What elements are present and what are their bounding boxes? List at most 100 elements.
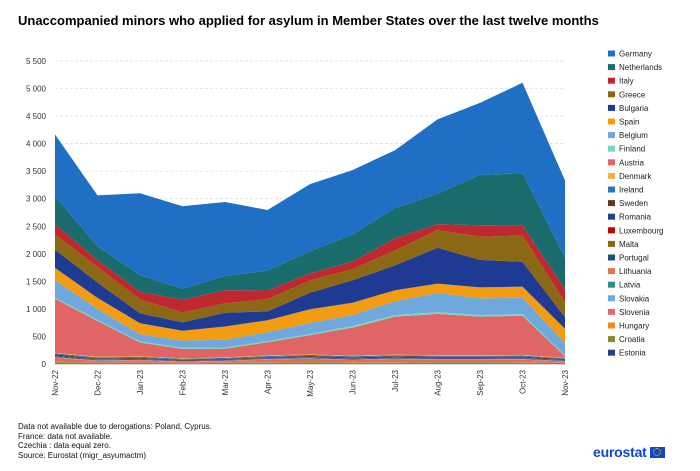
legend-swatch [608, 91, 615, 98]
legend-label: Ireland [619, 186, 643, 195]
legend-swatch [608, 172, 615, 179]
y-tick-label: 3 500 [26, 167, 47, 176]
y-tick-label: 2 500 [26, 222, 47, 231]
x-tick-label: Jan-23 [136, 369, 145, 394]
legend-swatch [608, 64, 615, 71]
y-tick-label: 4 000 [26, 140, 47, 149]
x-tick-label: Aug-23 [434, 369, 443, 395]
legend-label: Austria [619, 158, 644, 167]
legend-item-romania: Romania [608, 213, 652, 222]
legend-item-netherlands: Netherlands [608, 63, 662, 72]
legend-swatch [608, 268, 615, 275]
legend-swatch [608, 349, 615, 356]
legend-label: Lithuania [619, 267, 652, 276]
legend-swatch [608, 118, 615, 125]
area-slovakia [55, 357, 565, 363]
legend-swatch [608, 200, 615, 207]
legend-label: Sweden [619, 199, 648, 208]
area-germany [55, 82, 565, 289]
x-tick-label: Feb-23 [179, 369, 188, 395]
footnote: Czechia : data equal zero. [18, 441, 111, 450]
footnote: France: data not available. [18, 431, 113, 441]
eurostat-logo: eurostat [593, 444, 665, 460]
area-luxembourg [55, 356, 565, 362]
legend-item-italy: Italy [608, 77, 634, 86]
area-belgium [55, 280, 565, 356]
area-lithuania [55, 357, 565, 362]
legend-label: Estonia [619, 349, 646, 358]
footnote: Source: Eurostat (migr_asyumactm) [18, 450, 147, 460]
x-tick-label: Nov-22 [51, 369, 60, 395]
legend-item-latvia: Latvia [608, 281, 641, 290]
legend-swatch [608, 254, 615, 261]
x-tick-label: Apr-23 [264, 369, 273, 394]
legend-label: Italy [619, 77, 634, 86]
area-austria [55, 298, 565, 359]
x-tick-label: Dec-22 [94, 369, 103, 395]
legend-swatch [608, 227, 615, 234]
legend-label: Netherlands [619, 63, 662, 72]
legend-swatch [608, 213, 615, 220]
area-hungary [55, 361, 565, 364]
legend-swatch [608, 132, 615, 139]
chart-title: Unaccompanied minors who applied for asy… [18, 13, 599, 28]
area-greece [55, 230, 565, 323]
y-tick-label: 1 500 [26, 277, 47, 286]
y-tick-label: 5 000 [26, 85, 47, 94]
legend-item-croatia: Croatia [608, 335, 645, 344]
legend-item-slovenia: Slovenia [608, 308, 650, 317]
legend-label: Denmark [619, 172, 652, 181]
legend-item-denmark: Denmark [608, 172, 652, 181]
area-bulgaria [55, 247, 565, 331]
legend-item-lithuania: Lithuania [608, 267, 652, 276]
x-tick-label: Jun-23 [349, 369, 358, 394]
y-tick-label: 5 500 [26, 57, 47, 66]
legend-swatch [608, 77, 615, 84]
y-tick-label: 3 000 [26, 195, 47, 204]
legend-item-hungary: Hungary [608, 322, 649, 331]
area-romania [55, 355, 565, 361]
area-finland [55, 297, 565, 357]
legend-swatch [608, 322, 615, 329]
y-tick-label: 4 500 [26, 112, 47, 121]
y-tick-label: 1 000 [26, 305, 47, 314]
legend-item-sweden: Sweden [608, 199, 648, 208]
legend-label: Bulgaria [619, 104, 649, 113]
legend-label: Luxembourg [619, 226, 663, 235]
legend-item-portugal: Portugal [608, 254, 649, 263]
legend-label: Croatia [619, 335, 645, 344]
area-portugal [55, 356, 565, 362]
area-slovenia [55, 357, 565, 363]
legend-label: Hungary [619, 322, 649, 331]
area-italy [55, 224, 565, 313]
legend-label: Spain [619, 118, 639, 127]
legend-swatch [608, 336, 615, 343]
y-axis-ticks: 0 500 1 000 1 500 2 000 2 500 3 000 3 500 4 000 4… [26, 57, 47, 369]
x-tick-label: Nov-23 [561, 369, 570, 395]
legend-item-austria: Austria [608, 158, 644, 167]
legend-label: Finland [619, 145, 645, 154]
legend-item-luxembourg: Luxembourg [608, 226, 663, 235]
area-ireland [55, 353, 565, 360]
legend-item-finland: Finland [608, 145, 645, 154]
legend-label: Latvia [619, 281, 641, 290]
legend-label: Slovenia [619, 308, 650, 317]
x-axis-ticks: Nov-22 Dec-22 Jan-23 Feb-23 Mar-23 Apr-23 May-… [51, 369, 570, 396]
x-tick-label: Mar-23 [221, 369, 230, 395]
legend: Germany Netherlands Italy Greece Bulgaria Spa… [608, 50, 663, 358]
legend-swatch [608, 104, 615, 111]
x-tick-label: May-23 [306, 369, 315, 396]
legend-item-germany: Germany [608, 50, 652, 59]
legend-swatch [608, 145, 615, 152]
legend-item-belgium: Belgium [608, 131, 648, 140]
legend-swatch [608, 240, 615, 247]
area-series [55, 82, 565, 364]
footnote: Data not available due to derogations: P… [18, 422, 212, 431]
legend-label: Slovakia [619, 294, 650, 303]
footnotes: Data not available due to derogations: P… [18, 422, 212, 460]
legend-swatch [608, 295, 615, 302]
x-tick-label: Jul-23 [391, 369, 400, 391]
y-tick-label: 2 000 [26, 250, 47, 259]
legend-swatch [608, 50, 615, 57]
